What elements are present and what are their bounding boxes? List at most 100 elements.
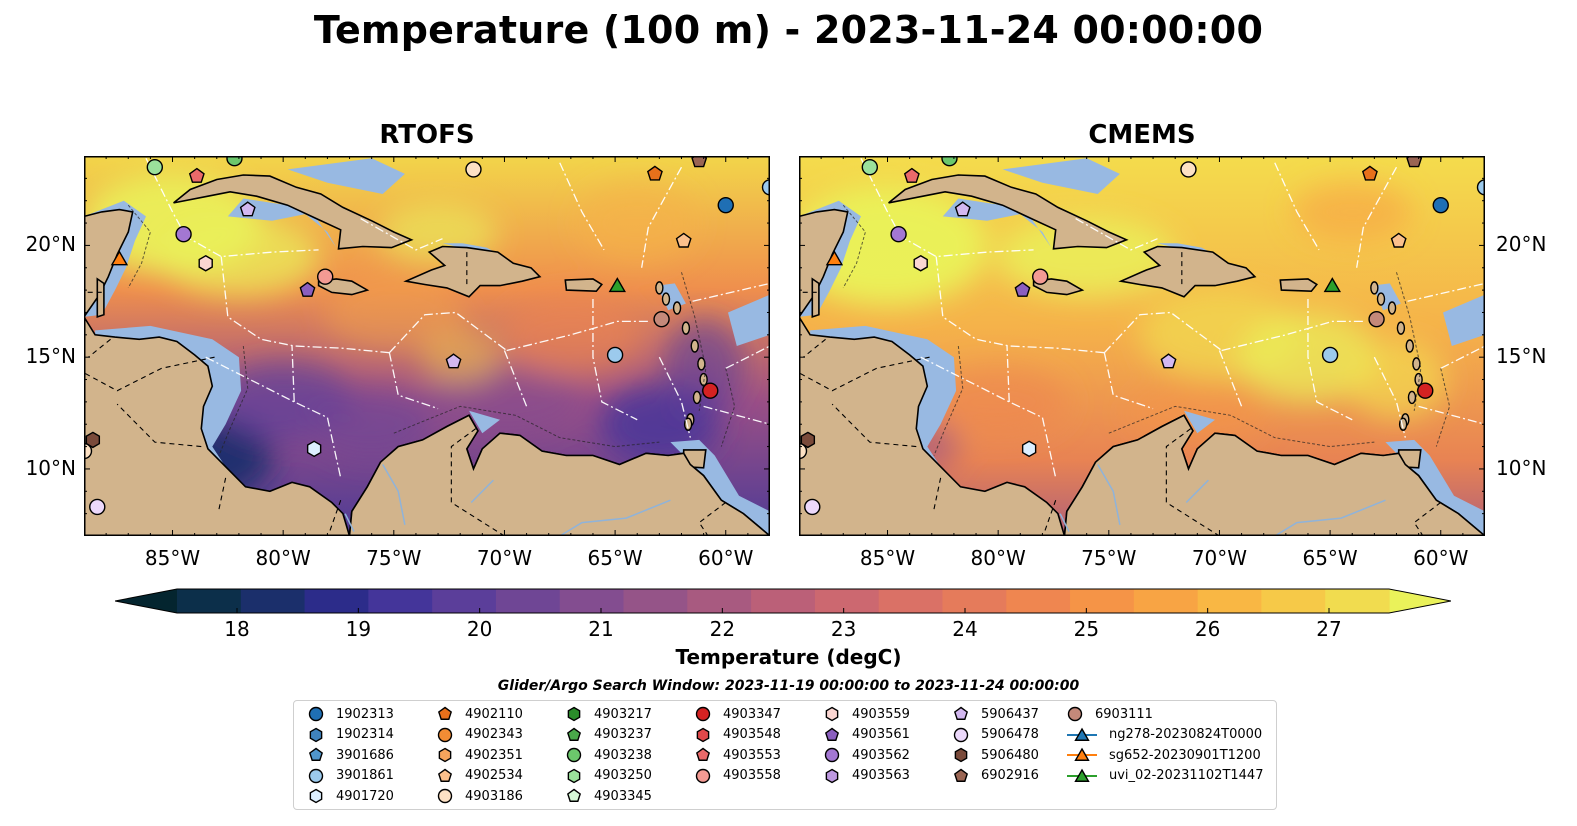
station-markers xyxy=(799,156,1485,516)
legend-entry: 4903548 xyxy=(695,725,781,745)
pentagon-legend-icon xyxy=(824,727,840,741)
legend-label: 6902916 xyxy=(981,768,1039,784)
legend-entry: 4903237 xyxy=(566,725,652,745)
land-centralAmerica xyxy=(799,315,1066,536)
pentagon-legend-icon xyxy=(308,747,324,762)
land-northAmerica xyxy=(799,208,849,536)
hexagon-marker xyxy=(438,747,452,763)
lat-tick-label-left: 10°N xyxy=(25,455,76,480)
legend-entry: sg652-20230901T1200 xyxy=(1067,745,1261,765)
legend-label: 3901686 xyxy=(336,747,394,763)
legend-title: Glider/Argo Search Window: 2023-11-19 00… xyxy=(497,678,1080,694)
legend-label: 4903347 xyxy=(723,706,781,722)
legend-label: 4903237 xyxy=(594,727,652,743)
circle-marker xyxy=(1368,310,1385,328)
hexagon-legend-icon xyxy=(954,747,968,763)
shelf-area xyxy=(1443,294,1485,346)
pentagon-legend-icon xyxy=(953,768,969,782)
shelf-area xyxy=(469,410,500,434)
hexagon-legend-icon xyxy=(567,706,581,722)
lon-tick-label: 80°W xyxy=(255,546,311,570)
legend-entry: 4902110 xyxy=(437,704,523,724)
legend-entry: 1902313 xyxy=(308,704,394,724)
pentagon-marker xyxy=(239,201,256,217)
circle-marker xyxy=(653,310,670,328)
legend-label: 1902314 xyxy=(336,727,394,743)
pentagon-marker xyxy=(1014,281,1031,297)
hexagon-marker xyxy=(954,747,968,763)
land-puertoRico xyxy=(564,278,603,293)
legend-label: 4903345 xyxy=(594,788,652,804)
legend-label: sg652-20230901T1200 xyxy=(1109,747,1261,763)
circle-marker xyxy=(606,346,624,364)
legend-label: 4902343 xyxy=(465,727,523,743)
map-panel-rtofs xyxy=(84,156,770,536)
station-markers xyxy=(84,156,770,516)
lon-tick-label: 60°W xyxy=(698,546,754,570)
colorbar-segment xyxy=(623,589,688,613)
lon-tick-label: 75°W xyxy=(1081,546,1137,570)
pentagon-marker xyxy=(953,706,969,720)
legend-label: 5906480 xyxy=(981,747,1039,763)
legend-label: ng278-20230824T0000 xyxy=(1109,727,1263,743)
pentagon-marker xyxy=(437,706,453,720)
circle-marker xyxy=(84,442,93,460)
circle-marker xyxy=(717,196,734,214)
circle-legend-icon xyxy=(437,727,453,742)
colorbar-tick-label: 19 xyxy=(345,617,372,641)
legend-entry: 4903561 xyxy=(824,725,910,745)
circle-marker xyxy=(437,789,453,804)
hexagon-legend-icon xyxy=(696,727,710,742)
circle-legend-icon xyxy=(566,747,582,763)
pentagon-marker xyxy=(954,201,971,217)
legend-entry: 4903559 xyxy=(824,704,910,724)
legend-label: 4902351 xyxy=(465,747,523,763)
triangle-marker xyxy=(110,250,129,266)
colorbar-tick-label: 24 xyxy=(952,617,978,641)
circle-marker xyxy=(317,268,334,285)
circle-marker xyxy=(1032,268,1049,285)
hexagon-marker xyxy=(800,431,816,449)
legend-label: uvi_02-20231102T1447 xyxy=(1109,768,1264,784)
pentagon-marker xyxy=(903,167,920,183)
lat-tick-label-left: 15°N xyxy=(25,344,76,369)
legend-entry: 4903217 xyxy=(566,704,652,724)
line-triangle-marker xyxy=(1074,747,1090,762)
land-yucatanSouth xyxy=(811,277,820,319)
circle-marker xyxy=(953,727,969,742)
colorbar-segment xyxy=(177,589,242,613)
legend-label: 4903250 xyxy=(594,768,652,784)
colorbar-extend-max xyxy=(1389,589,1451,613)
panel-title-cmems: CMEMS xyxy=(1088,120,1196,150)
legend-label: 5906437 xyxy=(981,706,1039,722)
pentagon-legend-icon xyxy=(566,789,582,803)
colorbar-segment xyxy=(878,589,944,613)
shelf-area xyxy=(1184,410,1215,434)
pentagon-legend-icon xyxy=(437,706,453,720)
circle-legend-icon xyxy=(953,727,969,742)
land-jamaica xyxy=(317,278,370,296)
circle-marker xyxy=(702,382,719,399)
circle-marker xyxy=(941,156,958,167)
pentagon-legend-icon xyxy=(566,727,582,741)
colorbar-tick-label: 21 xyxy=(588,617,614,641)
line-triangle-legend-icon xyxy=(1067,747,1097,762)
legend-entry: 4902351 xyxy=(437,745,523,765)
circle-marker xyxy=(146,158,164,176)
circle-marker xyxy=(799,442,808,460)
legend-label: 6903111 xyxy=(1095,706,1153,722)
legend-entry: 6903111 xyxy=(1067,704,1153,724)
colorbar-segment xyxy=(1325,589,1390,613)
hexagon-marker xyxy=(1021,440,1037,458)
colorbar-segment xyxy=(814,589,880,613)
legend-entry: 1902314 xyxy=(308,725,394,745)
colorbar-segment xyxy=(751,589,816,613)
colorbar-tick-label: 20 xyxy=(466,617,493,641)
circle-legend-icon xyxy=(824,747,840,763)
figure-title: Temperature (100 m) - 2023-11-24 00:00:0… xyxy=(313,8,1264,52)
land-centralAmerica xyxy=(84,315,351,536)
colorbar-segment xyxy=(432,589,497,613)
shelf-area xyxy=(95,325,242,467)
circle-marker xyxy=(308,706,324,722)
land-hispaniola xyxy=(1118,245,1257,298)
